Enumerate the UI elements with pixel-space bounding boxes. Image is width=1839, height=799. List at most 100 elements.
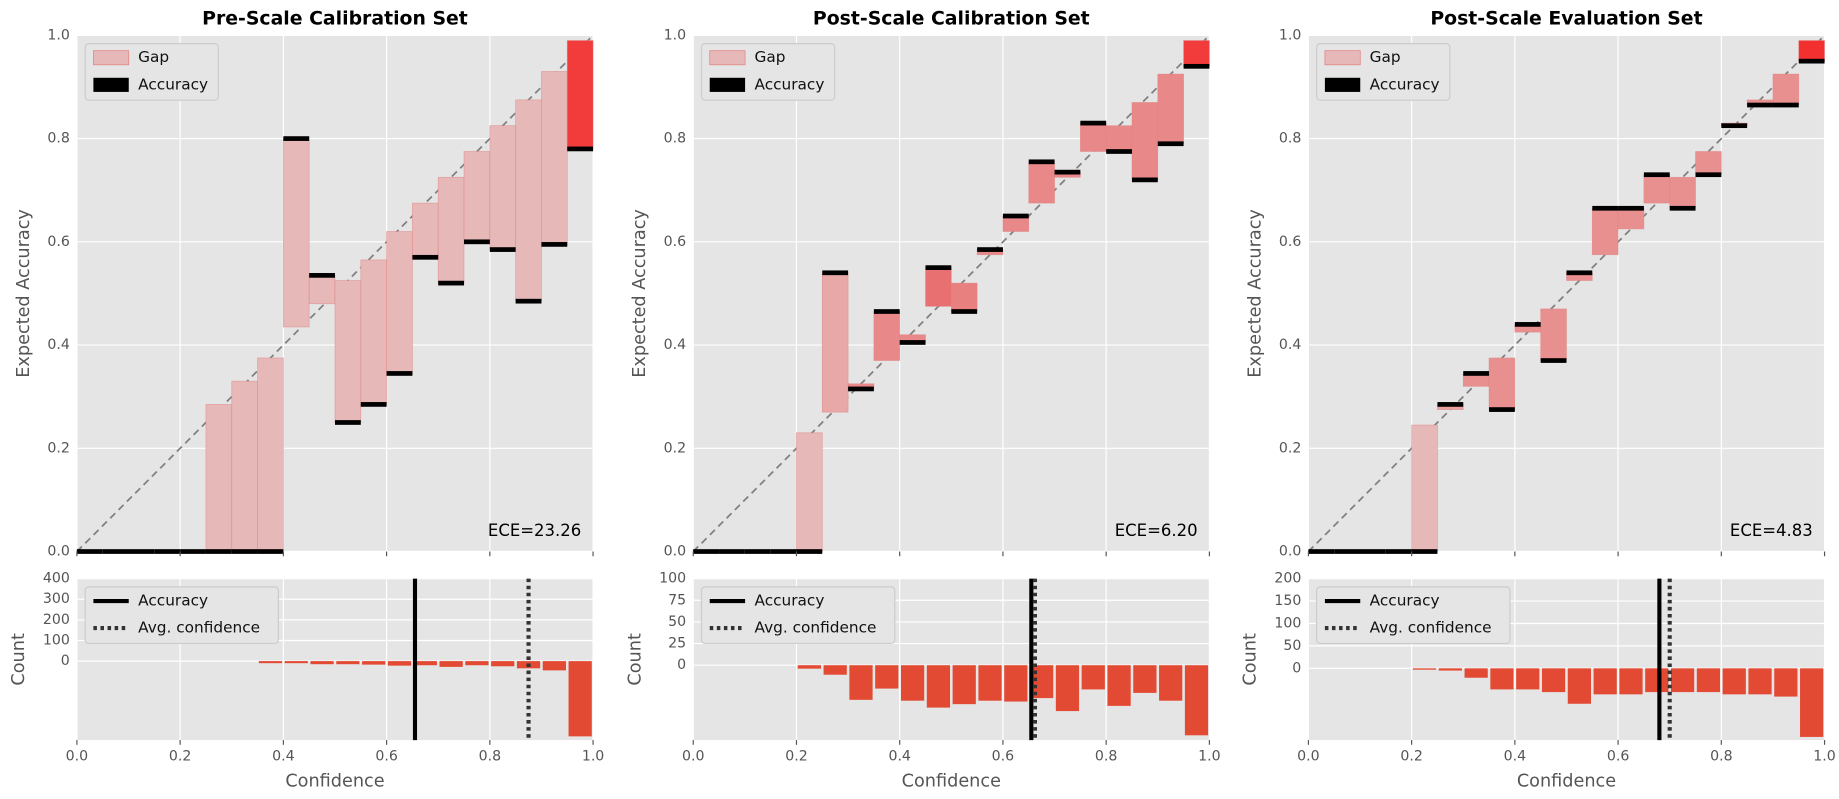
- legend-box: [1316, 586, 1511, 645]
- perfect-calibration: [692, 34, 1211, 553]
- count-bar: [1645, 668, 1669, 693]
- y-tick-label: 0.4: [47, 337, 69, 353]
- y-tick-label: 0.4: [1279, 337, 1301, 353]
- accuracy-bar: [567, 146, 594, 152]
- accuracy-bar: [464, 239, 490, 245]
- legend-label: Avg. confidence: [755, 619, 877, 637]
- gap-bar: [1131, 102, 1159, 181]
- count-bar: [1541, 668, 1566, 693]
- count-bar: [875, 665, 899, 689]
- count-bar: [1567, 668, 1591, 704]
- count-bar: [978, 665, 1002, 701]
- gap-bar: [796, 432, 823, 552]
- gap-bar: [1695, 151, 1722, 176]
- perfect-calibration: [76, 34, 594, 553]
- x-tick-label: 0.4: [1504, 749, 1526, 765]
- count-bar: [952, 665, 976, 705]
- y-tick-label: 0.0: [1279, 544, 1301, 560]
- accuracy-bar: [1334, 549, 1361, 554]
- count-bar: [1412, 668, 1437, 670]
- y-tick-label: 0.2: [1279, 440, 1301, 456]
- gap-bar: [1772, 73, 1800, 106]
- accuracy-bar: [1695, 172, 1722, 178]
- accuracy-bar: [128, 549, 155, 554]
- gap-bar: [205, 404, 233, 552]
- count-bar: [542, 661, 566, 671]
- legend-label: Accuracy: [1370, 75, 1440, 93]
- accuracy-bar: [1669, 205, 1696, 211]
- accuracy-bar: [1411, 549, 1438, 554]
- x-axis-label: Confidence: [1517, 771, 1616, 791]
- y-tick-label: 200: [1274, 571, 1301, 587]
- x-tick-label: 0.2: [785, 749, 807, 765]
- y-tick-label: 25: [668, 636, 686, 652]
- legend-box: [84, 586, 280, 645]
- ece-label: ECE=4.83: [1730, 521, 1813, 540]
- y-axis-label: Count: [9, 633, 29, 686]
- y-axis-label: Count: [1241, 633, 1261, 686]
- count-bar: [1133, 665, 1157, 693]
- accuracy-bar: [1721, 123, 1748, 129]
- gap-bar: [821, 272, 849, 413]
- y-tick-label: 0.4: [664, 337, 686, 353]
- accuracy-bar: [412, 254, 439, 260]
- accuracy-bar: [1747, 102, 1773, 108]
- accuracy-bar: [438, 280, 465, 286]
- y-tick-label: 1.0: [664, 27, 686, 43]
- y-tick-label: 0.2: [664, 440, 686, 456]
- y-tick-label: 50: [668, 614, 686, 630]
- accuracy-bar: [1643, 172, 1670, 178]
- accuracy-bar: [1514, 322, 1541, 327]
- gap-bar: [1028, 161, 1055, 204]
- x-tick-label: 0.2: [1400, 749, 1422, 765]
- x-tick-label: 0.8: [479, 749, 501, 765]
- chart-title: Post-Scale Evaluation Set: [1430, 8, 1702, 29]
- accuracy-bar: [719, 549, 745, 554]
- gap-bar: [1411, 424, 1438, 552]
- y-axis-label: Expected Accuracy: [1245, 209, 1265, 378]
- y-tick-label: 0.0: [664, 544, 686, 560]
- y-tick-label: 150: [1274, 593, 1301, 609]
- gap-bar: [566, 40, 594, 150]
- accuracy-bar: [231, 549, 258, 554]
- accuracy-bar: [541, 242, 568, 247]
- count-bar: [1748, 668, 1772, 695]
- x-tick-label: 0.6: [375, 749, 397, 765]
- gap-bar: [1157, 73, 1184, 145]
- accuracy-bar: [1566, 270, 1593, 276]
- x-axis-label: Confidence: [902, 771, 1001, 791]
- gap-bar: [334, 280, 362, 423]
- gap-bar: [231, 380, 258, 552]
- legend-swatch: [93, 50, 130, 66]
- gap-bar: [489, 125, 516, 250]
- gap-bar: [541, 71, 568, 245]
- y-tick-label: 0.6: [47, 234, 69, 250]
- count-bar: [568, 661, 592, 737]
- y-tick-label: 0: [61, 653, 70, 669]
- count-bar: [1774, 668, 1798, 697]
- count-bar: [1516, 668, 1540, 690]
- legend-swatch: [93, 77, 129, 92]
- x-axis-label: Confidence: [285, 771, 384, 791]
- count-bar: [1619, 668, 1643, 695]
- count-bar: [491, 661, 515, 667]
- legend-label: Gap: [138, 48, 169, 66]
- count-bar: [900, 665, 925, 701]
- count-bar: [1800, 668, 1824, 737]
- accuracy-bar: [1489, 407, 1515, 412]
- legend-label: Accuracy: [138, 592, 208, 610]
- count-bar: [1081, 665, 1105, 690]
- count-bar: [797, 665, 821, 669]
- y-axis-label: Count: [625, 633, 645, 686]
- gap-bar: [1591, 207, 1619, 256]
- y-axis-label: Expected Accuracy: [14, 209, 34, 378]
- count-bar: [465, 661, 489, 666]
- accuracy-bar: [848, 386, 874, 392]
- accuracy-bar: [1054, 169, 1081, 175]
- y-tick-label: 300: [43, 591, 70, 607]
- legend-label: Accuracy: [1370, 592, 1440, 610]
- gap-bar: [437, 176, 465, 284]
- count-bar: [1184, 665, 1209, 736]
- gap-bar: [1183, 40, 1210, 67]
